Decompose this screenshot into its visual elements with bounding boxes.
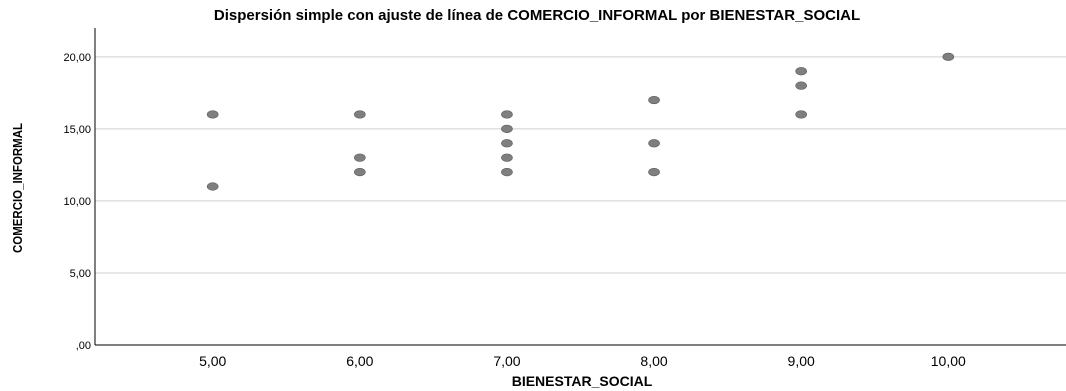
data-point bbox=[795, 81, 807, 90]
data-point bbox=[648, 139, 660, 148]
y-axis-title: COMERCIO_INFORMAL bbox=[10, 123, 25, 253]
x-tick-label: 8,00 bbox=[640, 353, 667, 369]
data-point bbox=[648, 167, 660, 177]
y-tick-label: 20,00 bbox=[63, 52, 91, 64]
chart-title: Dispersión simple con ajuste de línea de… bbox=[214, 7, 860, 24]
y-tick-labels: ,00 5,00 10,00 15,00 20,00 bbox=[63, 52, 91, 352]
data-point bbox=[648, 95, 660, 105]
y-tick-label: 5,00 bbox=[70, 268, 91, 280]
data-point bbox=[795, 110, 807, 119]
data-point bbox=[501, 139, 513, 148]
data-points bbox=[206, 52, 955, 191]
x-tick-label: 6,00 bbox=[346, 353, 373, 369]
data-point bbox=[354, 110, 366, 119]
data-point bbox=[354, 153, 366, 162]
y-tick-label: ,00 bbox=[76, 340, 91, 352]
data-point bbox=[354, 167, 366, 177]
x-tick-label: 5,00 bbox=[199, 353, 226, 369]
data-point bbox=[501, 153, 513, 162]
x-tick-label: 7,00 bbox=[493, 353, 520, 369]
data-point bbox=[501, 167, 513, 177]
data-point bbox=[942, 52, 955, 61]
data-point bbox=[206, 110, 219, 119]
gridlines bbox=[95, 56, 1066, 274]
x-tick-label: 9,00 bbox=[788, 353, 815, 369]
y-tick-label: 10,00 bbox=[63, 196, 91, 208]
data-point bbox=[501, 110, 513, 119]
data-point bbox=[795, 67, 807, 76]
data-point bbox=[501, 124, 513, 133]
data-point bbox=[206, 182, 219, 191]
x-tick-label: 10,00 bbox=[931, 353, 966, 369]
y-tick-label: 15,00 bbox=[63, 124, 91, 136]
x-tick-labels: 5,00 6,00 7,00 8,00 9,00 10,00 bbox=[199, 353, 966, 369]
x-axis-title: BIENESTAR_SOCIAL bbox=[512, 373, 653, 389]
